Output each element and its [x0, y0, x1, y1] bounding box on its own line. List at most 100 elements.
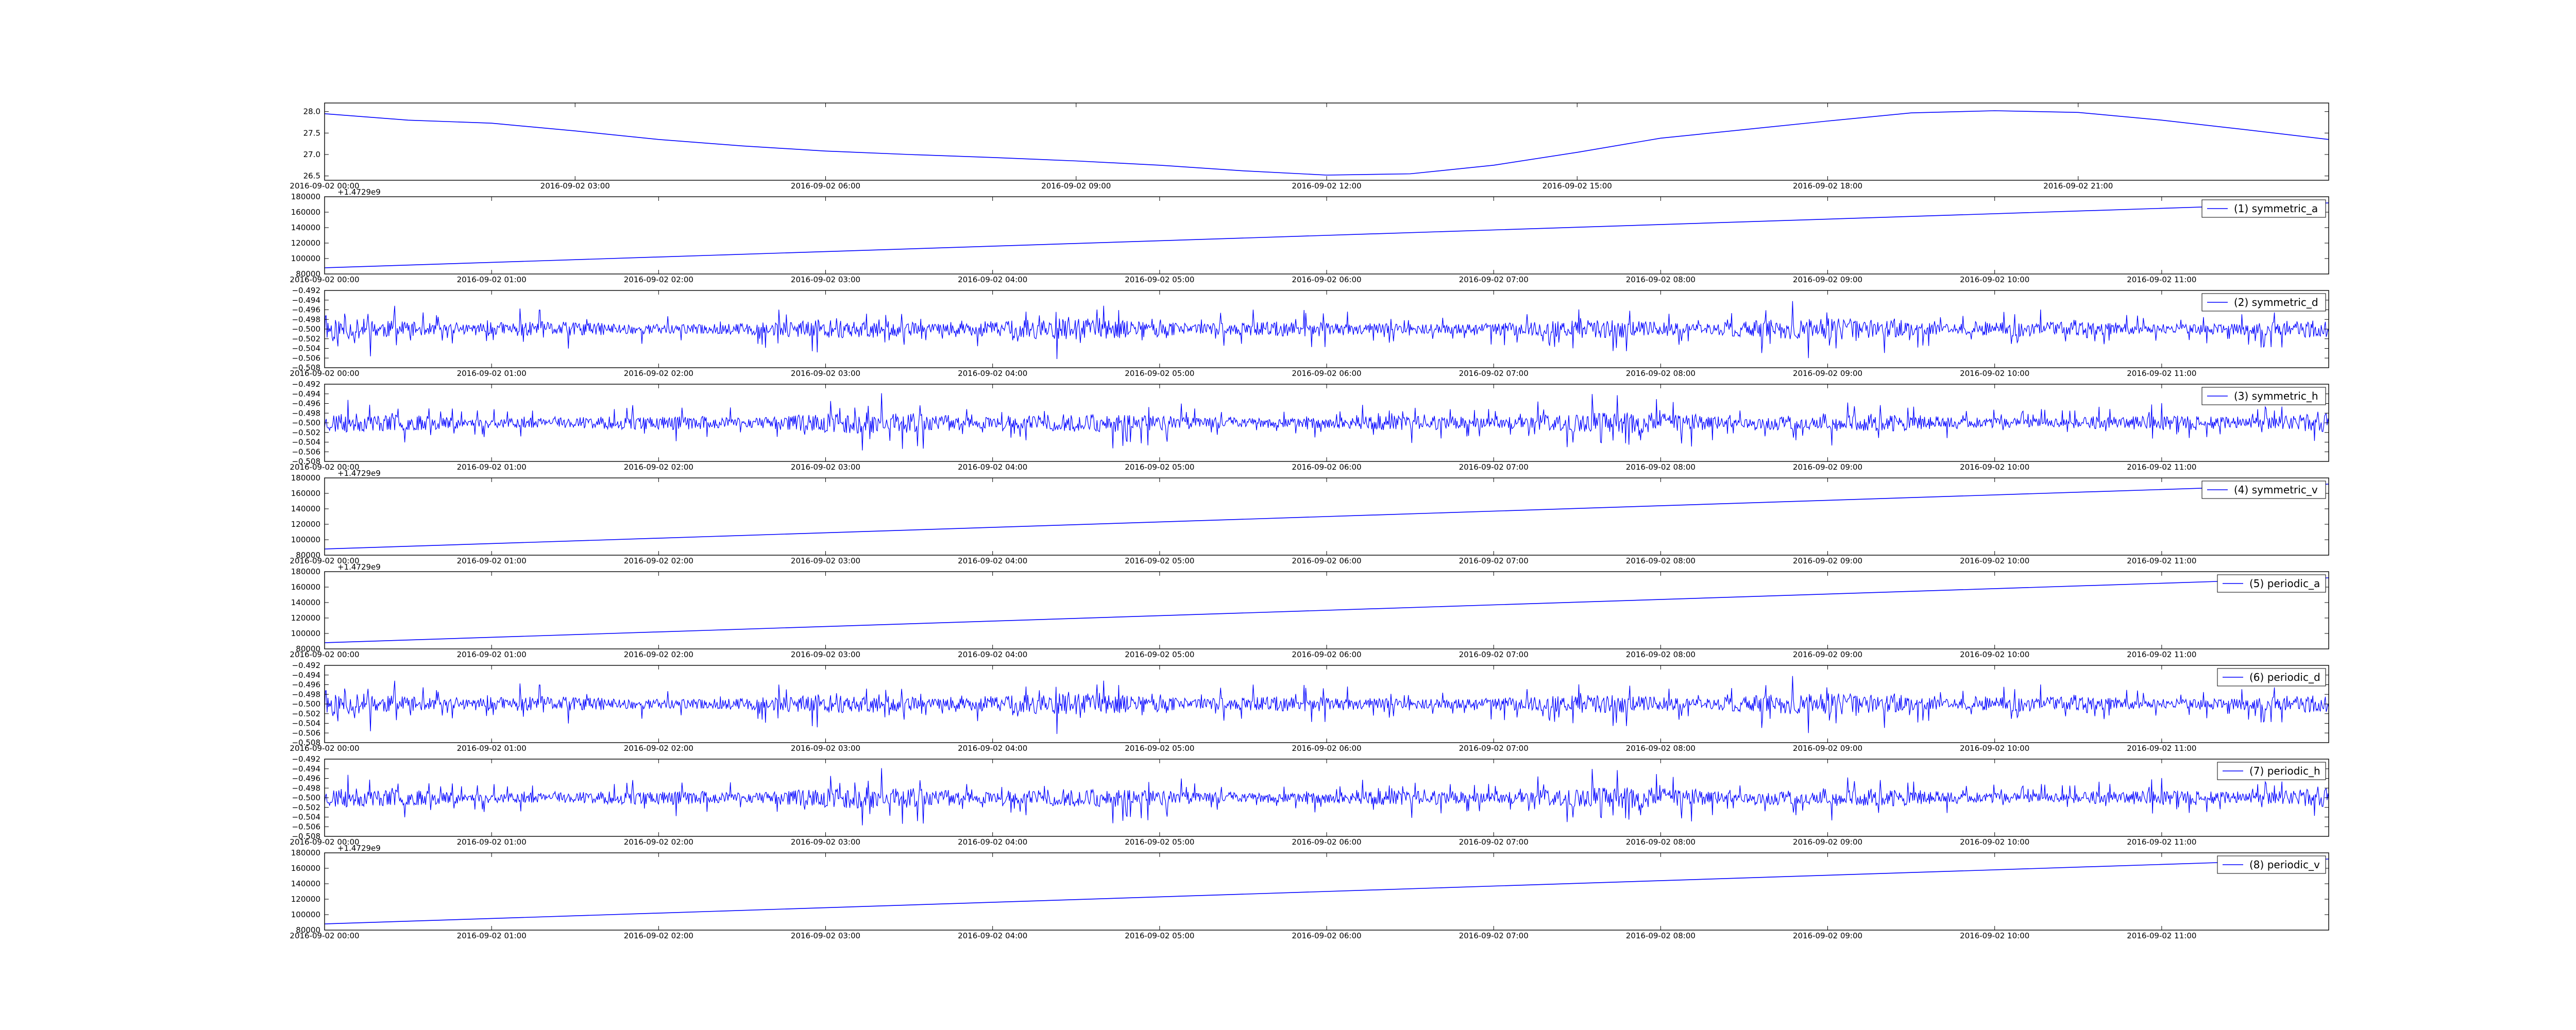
x-tick-label: 2016-09-02 00:00 — [290, 462, 359, 472]
x-tick-label: 2016-09-02 10:00 — [1960, 556, 2029, 565]
x-tick-label: 2016-09-02 02:00 — [624, 931, 693, 940]
legend-label: (4) symmetric_v — [2234, 484, 2318, 496]
x-tick-label: 2016-09-02 10:00 — [1960, 931, 2029, 940]
x-tick-label: 2016-09-02 02:00 — [624, 650, 693, 659]
x-tick-label: 2016-09-02 04:00 — [958, 556, 1027, 565]
y-tick-label: 160000 — [291, 864, 320, 873]
x-tick-label: 2016-09-02 07:00 — [1459, 369, 1529, 378]
x-tick-label: 2016-09-02 00:00 — [290, 931, 359, 940]
x-tick-label: 2016-09-02 02:00 — [624, 369, 693, 378]
x-tick-label: 2016-09-02 03:00 — [540, 181, 610, 191]
x-tick-label: 2016-09-02 06:00 — [1292, 931, 1361, 940]
x-tick-label: 2016-09-02 18:00 — [1793, 181, 1862, 191]
x-tick-label: 2016-09-02 08:00 — [1626, 462, 1696, 472]
x-tick-label: 2016-09-02 05:00 — [1125, 931, 1194, 940]
chart-panel-3: −0.492−0.494−0.496−0.498−0.500−0.502−0.5… — [290, 380, 2329, 472]
y-tick-label: −0.498 — [292, 315, 320, 324]
legend-label: (8) periodic_v — [2249, 859, 2320, 871]
x-tick-label: 2016-09-02 04:00 — [958, 462, 1027, 472]
offset-label: +1.4729e9 — [337, 844, 381, 853]
x-tick-label: 2016-09-02 05:00 — [1125, 650, 1194, 659]
x-tick-label: 2016-09-02 08:00 — [1626, 556, 1696, 565]
series-line-1 — [325, 202, 2329, 268]
x-tick-label: 2016-09-02 00:00 — [290, 369, 359, 378]
chart-panel-1: 80000 100000 120000 140000 160000 180000 2016-… — [290, 187, 2329, 284]
x-tick-label: 2016-09-02 06:00 — [1292, 744, 1361, 753]
series-line-3 — [325, 393, 2329, 451]
x-tick-label: 2016-09-02 00:00 — [290, 837, 359, 847]
x-tick-label: 2016-09-02 09:00 — [1793, 369, 1862, 378]
x-tick-label: 2016-09-02 09:00 — [1793, 462, 1862, 472]
x-tick-label: 2016-09-02 04:00 — [958, 931, 1027, 940]
y-tick-label: 140000 — [291, 223, 320, 232]
x-tick-label: 2016-09-02 10:00 — [1960, 744, 2029, 753]
x-tick-label: 2016-09-02 11:00 — [2127, 744, 2196, 753]
y-tick-label: 100000 — [291, 254, 320, 263]
x-tick-label: 2016-09-02 06:00 — [791, 181, 860, 191]
x-tick-label: 2016-09-02 11:00 — [2127, 369, 2196, 378]
y-tick-label: −0.506 — [292, 822, 320, 831]
series-line-0 — [325, 110, 2329, 176]
offset-label: +1.4729e9 — [337, 187, 381, 197]
series-line-6 — [325, 676, 2329, 734]
y-tick-label: −0.500 — [292, 324, 320, 334]
x-tick-label: 2016-09-02 08:00 — [1626, 650, 1696, 659]
x-tick-label: 2016-09-02 05:00 — [1125, 275, 1194, 284]
y-tick-label: −0.508 — [292, 738, 320, 747]
y-tick-label: −0.504 — [292, 813, 320, 822]
y-tick-label: −0.508 — [292, 832, 320, 841]
x-tick-label: 2016-09-02 11:00 — [2127, 931, 2196, 940]
x-tick-label: 2016-09-02 01:00 — [457, 275, 527, 284]
y-tick-label: −0.500 — [292, 699, 320, 709]
x-tick-label: 2016-09-02 00:00 — [290, 275, 359, 284]
x-tick-label: 2016-09-02 07:00 — [1459, 650, 1529, 659]
series-line-2 — [325, 301, 2329, 359]
chart-panel-2: −0.492−0.494−0.496−0.498−0.500−0.502−0.5… — [290, 286, 2329, 378]
x-tick-label: 2016-09-02 01:00 — [457, 462, 527, 472]
y-tick-label: 100000 — [291, 535, 320, 544]
x-tick-label: 2016-09-02 03:00 — [791, 556, 860, 565]
x-tick-label: 2016-09-02 08:00 — [1626, 931, 1696, 940]
x-tick-label: 2016-09-02 08:00 — [1626, 744, 1696, 753]
legend-label: (2) symmetric_d — [2234, 296, 2318, 308]
y-tick-label: −0.508 — [292, 363, 320, 372]
x-tick-label: 2016-09-02 11:00 — [2127, 275, 2196, 284]
y-tick-label: 100000 — [291, 910, 320, 919]
y-tick-label: 180000 — [291, 567, 320, 576]
x-tick-label: 2016-09-02 04:00 — [958, 369, 1027, 378]
y-tick-label: 26.5 — [303, 171, 320, 181]
y-tick-label: −0.494 — [292, 296, 320, 305]
x-tick-label: 2016-09-02 01:00 — [457, 837, 527, 847]
chart-panel-4: 80000 100000 120000 140000 160000 180000 2016-… — [290, 469, 2329, 565]
x-tick-label: 2016-09-02 07:00 — [1459, 275, 1529, 284]
y-tick-label: −0.492 — [292, 380, 320, 389]
x-tick-label: 2016-09-02 04:00 — [958, 650, 1027, 659]
x-tick-label: 2016-09-02 05:00 — [1125, 837, 1194, 847]
x-tick-label: 2016-09-02 03:00 — [791, 369, 860, 378]
x-tick-label: 2016-09-02 08:00 — [1626, 275, 1696, 284]
chart-panel-6: −0.492−0.494−0.496−0.498−0.500−0.502−0.5… — [290, 661, 2329, 753]
y-tick-label: 140000 — [291, 504, 320, 513]
x-tick-label: 2016-09-02 11:00 — [2127, 462, 2196, 472]
x-tick-label: 2016-09-02 09:00 — [1793, 556, 1862, 565]
x-tick-label: 2016-09-02 09:00 — [1793, 931, 1862, 940]
x-tick-label: 2016-09-02 03:00 — [791, 275, 860, 284]
y-tick-label: 180000 — [291, 192, 320, 201]
y-tick-label: 180000 — [291, 848, 320, 857]
y-tick-label: −0.496 — [292, 680, 320, 690]
x-tick-label: 2016-09-02 05:00 — [1125, 744, 1194, 753]
x-tick-label: 2016-09-02 02:00 — [624, 462, 693, 472]
x-tick-label: 2016-09-02 04:00 — [958, 275, 1027, 284]
x-tick-label: 2016-09-02 06:00 — [1292, 275, 1361, 284]
legend-box — [2217, 574, 2326, 593]
y-tick-label: 80000 — [296, 925, 320, 935]
y-tick-label: 140000 — [291, 598, 320, 607]
x-tick-label: 2016-09-02 00:00 — [290, 744, 359, 753]
y-tick-label: −0.498 — [292, 408, 320, 418]
y-tick-label: −0.506 — [292, 728, 320, 737]
x-tick-label: 2016-09-02 06:00 — [1292, 369, 1361, 378]
legend-label: (5) periodic_a — [2249, 577, 2320, 590]
y-tick-label: −0.502 — [292, 428, 320, 437]
x-tick-label: 2016-09-02 03:00 — [791, 744, 860, 753]
